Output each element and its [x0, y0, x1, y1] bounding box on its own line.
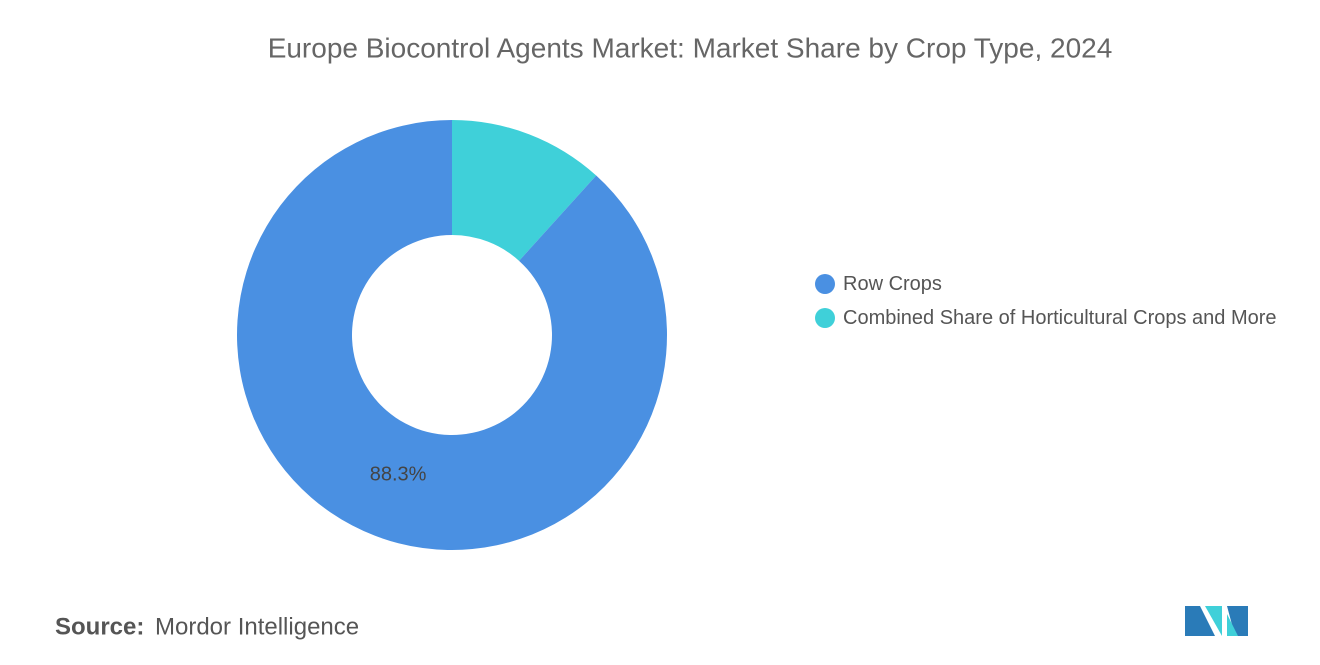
legend-item: Combined Share of Horticultural Crops an…: [815, 304, 1285, 332]
legend-item: Row Crops: [815, 270, 1285, 298]
legend-swatch: [815, 308, 835, 328]
source: Mordor Intelligence: [155, 613, 359, 640]
legend: Row Crops Combined Share of Horticultural…: [815, 270, 1285, 338]
donut: 88.3%: [237, 120, 668, 550]
slice: [452, 120, 597, 261]
data-label: 88.3%: [370, 463, 427, 485]
legend-label: Row Crops: [843, 273, 942, 295]
legend-label: Combined Share of Horticultural Crops an…: [843, 307, 1277, 329]
source-label: Source:: [55, 613, 144, 640]
chart-title: Europe Biocontrol Agents Market: Market …: [268, 32, 1113, 63]
legend-swatch: [815, 274, 835, 294]
logo: [1185, 606, 1248, 636]
slice: [237, 120, 668, 550]
